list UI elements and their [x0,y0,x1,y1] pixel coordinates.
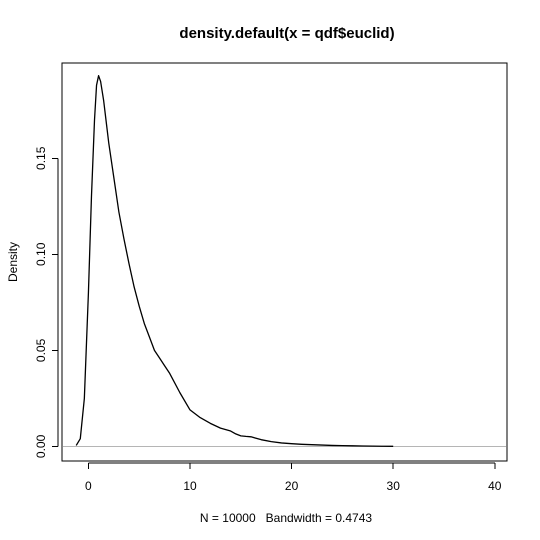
y-tick-label: 0.10 [34,242,48,266]
y-axis-label: Density [6,242,20,282]
plot-frame [61,62,508,462]
chart-title: density.default(x = qdf$euclid) [179,25,394,42]
x-tick-label: 30 [387,479,401,493]
y-tick-label: 0.00 [34,434,48,458]
x-axis: 0 10 20 30 40 [85,462,502,493]
density-curve [75,75,394,447]
x-tick-label: 0 [85,479,92,493]
y-tick-label: 0.15 [34,146,48,170]
y-axis: 0.00 0.05 0.10 0.15 [34,146,59,458]
x-tick-label: 10 [183,479,197,493]
y-tick-label: 0.05 [34,338,48,362]
x-tick-label: 20 [285,479,299,493]
x-tick-label: 40 [488,479,502,493]
x-axis-label: N = 10000 Bandwidth = 0.4743 [200,511,372,525]
